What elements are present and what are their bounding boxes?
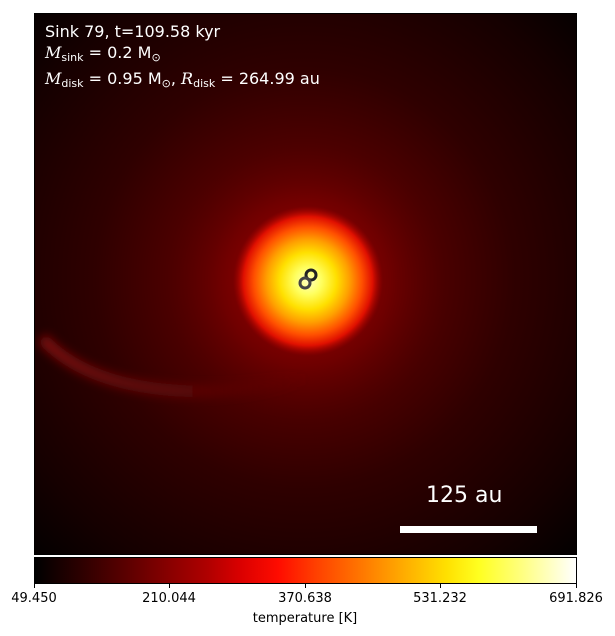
header-annotation: Sink 79, t=109.58 kyr Msink = 0.2 M⊙ Mdi… (45, 21, 320, 94)
scale-bar-label: 125 au (426, 483, 503, 508)
sink-particle-marker-secondary (298, 276, 312, 290)
colorbar-tick (169, 584, 170, 588)
sink-mass-line: Msink = 0.2 M⊙ (45, 43, 161, 64)
colorbar-tick-label: 691.826 (549, 591, 603, 606)
temperature-map-svg (34, 13, 577, 555)
temperature-map (34, 13, 577, 555)
sink-particle-marker (304, 268, 318, 282)
sink-time-line: Sink 79, t=109.58 kyr (45, 22, 221, 41)
colorbar-tick-label: 531.232 (413, 591, 467, 606)
colorbar-label: temperature [K] (252, 611, 358, 626)
colorbar-tick (576, 584, 577, 588)
scale-bar (400, 526, 537, 533)
colorbar-tick-label: 49.450 (11, 591, 57, 606)
colorbar (34, 557, 577, 584)
colorbar-tick-label: 370.638 (278, 591, 332, 606)
colorbar-tick (305, 584, 306, 588)
disk-line: Mdisk = 0.95 M⊙, Rdisk = 264.99 au (45, 69, 320, 90)
hot-core (233, 206, 383, 356)
colorbar-tick-label: 210.044 (142, 591, 196, 606)
spiral-arm (37, 333, 311, 398)
colorbar-tick (440, 584, 441, 588)
colorbar-tick (34, 584, 35, 588)
